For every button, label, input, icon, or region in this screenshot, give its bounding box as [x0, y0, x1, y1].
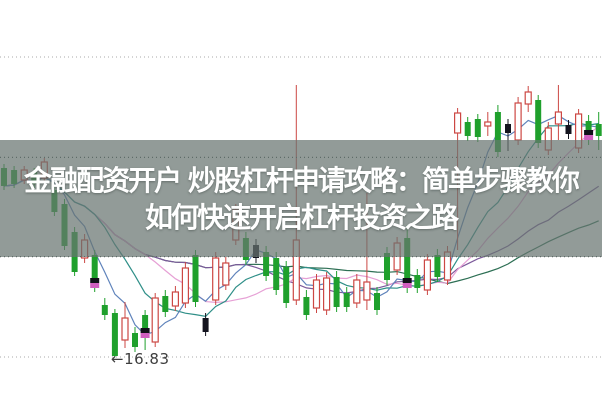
title-overlay-band: 金融配资开户 炒股杠杆申请攻略：简单步骤教你 如何快速开启杠杆投资之路 [0, 140, 602, 257]
headline-line-1: 金融配资开户 炒股杠杆申请攻略：简单步骤教你 [24, 163, 580, 197]
gridline-in-band-lower [0, 256, 602, 257]
low-price-label: ←16.83 [111, 350, 170, 368]
headline-line-2: 如何快速开启杠杆投资之路 [144, 200, 459, 234]
gridline-in-band-upper [0, 157, 602, 158]
